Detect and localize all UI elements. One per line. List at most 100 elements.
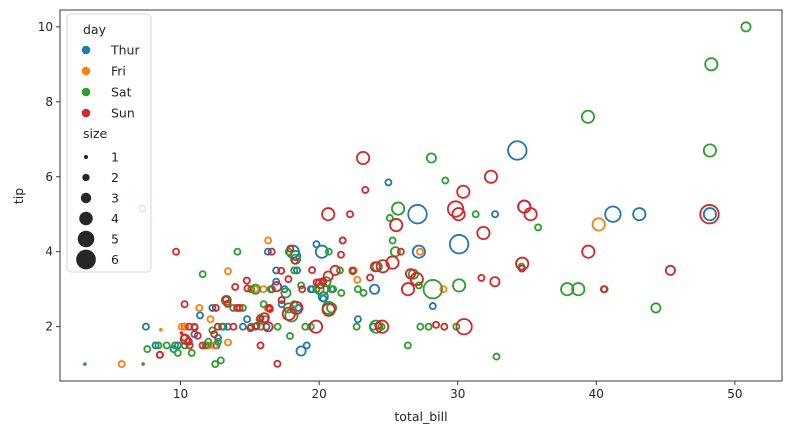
data-point-sat bbox=[143, 345, 152, 354]
data-point-sun bbox=[213, 322, 222, 331]
data-point-sun bbox=[172, 247, 181, 256]
data-point-sun bbox=[273, 359, 282, 368]
data-point-sat bbox=[211, 360, 220, 369]
data-point-sun bbox=[242, 276, 251, 285]
data-point-sat bbox=[314, 282, 329, 297]
data-point-sat bbox=[286, 332, 294, 340]
legend-marker-thur bbox=[81, 45, 91, 55]
data-point-sat bbox=[391, 201, 406, 216]
data-point-thur bbox=[272, 277, 281, 286]
data-point-sun bbox=[290, 256, 299, 265]
data-point-fri bbox=[224, 338, 232, 347]
y-tick-label: 2 bbox=[45, 320, 53, 334]
data-point-sat bbox=[368, 319, 384, 334]
data-point-sat bbox=[571, 282, 586, 297]
data-point-sun bbox=[400, 282, 416, 297]
data-point-sat bbox=[216, 356, 225, 365]
data-point-sun bbox=[440, 322, 449, 331]
data-point-thur bbox=[407, 204, 428, 225]
data-point-sun bbox=[664, 264, 676, 276]
data-point-sun bbox=[515, 256, 530, 271]
data-point-sat bbox=[650, 302, 662, 314]
data-point-sat bbox=[424, 322, 433, 331]
data-point-sun bbox=[262, 321, 274, 333]
data-point-sun bbox=[369, 261, 381, 273]
data-point-sun bbox=[308, 266, 317, 275]
legend-size-label: 4 bbox=[111, 211, 119, 226]
data-point-sun bbox=[599, 285, 608, 294]
data-point-sun bbox=[243, 284, 252, 293]
data-point-sun bbox=[455, 318, 473, 336]
data-point-sun bbox=[277, 296, 286, 305]
data-point-sun bbox=[385, 255, 400, 270]
data-point-sun bbox=[281, 306, 296, 321]
data-point-sun bbox=[184, 337, 193, 346]
data-point-sun bbox=[267, 247, 276, 256]
x-tick-label: 40 bbox=[589, 387, 604, 401]
legend-title-size: size bbox=[83, 126, 108, 141]
data-point-sun bbox=[699, 204, 720, 225]
legend-size-label: 6 bbox=[111, 252, 119, 267]
data-point-sat bbox=[534, 223, 543, 232]
y-tick-label: 8 bbox=[45, 95, 53, 109]
data-point-sun bbox=[389, 218, 404, 233]
legend-marker-sat bbox=[81, 87, 91, 97]
data-point-sat bbox=[403, 341, 412, 350]
legend-marker-fri bbox=[81, 66, 91, 76]
data-point-sun bbox=[322, 270, 334, 282]
data-point-thur bbox=[632, 207, 647, 222]
y-tick-label: 10 bbox=[38, 20, 53, 34]
data-point-sun bbox=[476, 225, 491, 241]
data-point-sat bbox=[416, 322, 425, 331]
data-point-thur bbox=[141, 322, 150, 331]
data-point-fri bbox=[353, 275, 362, 284]
data-point-thur bbox=[272, 266, 281, 275]
data-point-sat bbox=[180, 341, 189, 350]
data-point-sun bbox=[271, 281, 283, 293]
data-point-thur bbox=[263, 247, 272, 256]
data-point-sun bbox=[477, 273, 486, 282]
data-point-sat bbox=[326, 302, 338, 314]
data-point-sun bbox=[180, 333, 189, 342]
data-point-sat bbox=[329, 285, 337, 294]
data-point-fri bbox=[224, 267, 232, 276]
legend-label-sat: Sat bbox=[111, 85, 132, 100]
data-point-thur bbox=[369, 283, 381, 295]
data-point-sat bbox=[385, 214, 394, 222]
data-point-fri bbox=[251, 285, 260, 294]
data-point-thur bbox=[238, 322, 247, 331]
data-point-sun bbox=[356, 150, 371, 166]
data-point-sun bbox=[489, 276, 501, 288]
legend-marker-sun bbox=[81, 108, 91, 118]
data-point-sat bbox=[141, 362, 145, 366]
legend-size-items: 1 2 3 4 5 6 bbox=[76, 150, 119, 270]
data-point-sun bbox=[222, 295, 230, 304]
data-point-fri bbox=[416, 247, 424, 256]
data-point-sun bbox=[396, 247, 405, 256]
data-point-sat bbox=[214, 337, 222, 346]
data-point-sun bbox=[409, 272, 424, 287]
data-point-sat bbox=[388, 236, 397, 245]
data-point-sat bbox=[359, 288, 368, 297]
data-point-thur bbox=[428, 302, 437, 311]
data-point-thur bbox=[604, 205, 622, 223]
data-point-sun bbox=[286, 244, 295, 253]
data-point-sun bbox=[321, 207, 336, 222]
data-point-sun bbox=[265, 303, 274, 312]
data-point-sat bbox=[425, 152, 437, 164]
data-point-thur bbox=[169, 345, 178, 354]
data-point-sun bbox=[233, 303, 241, 312]
data-point-sun bbox=[329, 264, 341, 276]
data-point-fri bbox=[195, 303, 204, 312]
data-point-sat bbox=[422, 279, 443, 300]
data-point-sun bbox=[179, 331, 184, 335]
data-point-sun bbox=[308, 319, 324, 334]
data-point-sun bbox=[456, 184, 471, 199]
data-point-sat bbox=[233, 247, 242, 256]
data-point-thur bbox=[384, 178, 393, 187]
legend-size-marker bbox=[80, 192, 92, 204]
data-point-sun bbox=[235, 303, 244, 312]
data-point-fri bbox=[439, 285, 448, 294]
data-point-sun bbox=[277, 266, 286, 275]
